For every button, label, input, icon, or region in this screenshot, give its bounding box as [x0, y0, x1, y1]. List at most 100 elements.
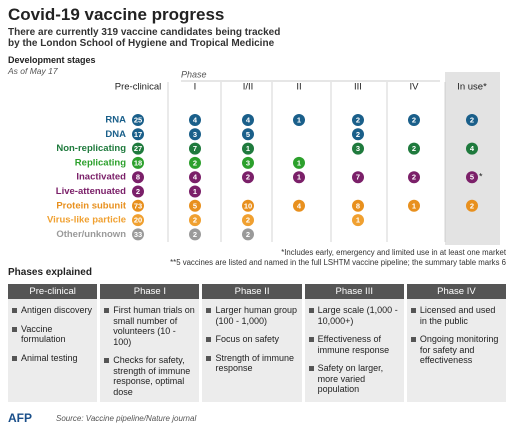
count-circle	[189, 185, 201, 198]
count-circle	[408, 199, 420, 212]
row-label: Live-attenuated	[56, 186, 126, 197]
count-circle	[189, 171, 201, 184]
phase-header: Phase I	[100, 284, 200, 299]
count-value: 2	[246, 173, 250, 182]
count-circle	[132, 142, 144, 155]
count-value: 1	[356, 216, 360, 225]
phase-item: Large scale (1,000 - 10,000+)	[308, 305, 400, 326]
count-circle	[132, 156, 144, 169]
count-value: 4	[193, 173, 198, 182]
row-label: Inactivated	[76, 172, 126, 183]
count-value: 20	[134, 216, 142, 225]
count-circle	[189, 199, 201, 212]
count-value: 2	[412, 115, 416, 124]
footnote: **5 vaccines are listed and named in the…	[170, 258, 506, 267]
subtitle-line: There are currently 319 vaccine candidat…	[8, 27, 281, 38]
row-label: Protein subunit	[56, 200, 127, 211]
count-circle	[242, 142, 254, 155]
count-value: 4	[193, 115, 198, 124]
count-value: 2	[412, 173, 416, 182]
count-value: 1	[412, 201, 416, 210]
count-value: 8	[136, 173, 140, 182]
count-value: 2	[470, 201, 474, 210]
phase-item: Checks for safety, strength of immune re…	[104, 355, 195, 397]
count-circle	[293, 199, 305, 212]
phase-column: Phase II Larger human group (100 - 1,000)…	[202, 284, 302, 402]
count-circle	[132, 171, 144, 184]
count-circle	[466, 199, 478, 212]
count-value: 8	[356, 201, 360, 210]
phase-item: Safety on larger, more varied population	[308, 363, 400, 395]
count-circle	[242, 156, 254, 169]
count-circle	[352, 142, 364, 155]
row-label: RNA	[105, 115, 126, 126]
row-label: Other/unknown	[56, 229, 126, 240]
phase-item: Strength of immune response	[206, 353, 297, 374]
count-value: 17	[134, 130, 142, 139]
count-value: 7	[193, 144, 197, 153]
count-value: 2	[246, 216, 250, 225]
column-header: In use*	[457, 82, 487, 93]
count-circle	[189, 156, 201, 169]
count-circle	[466, 114, 478, 126]
count-circle	[189, 114, 201, 126]
count-value: 2	[470, 115, 474, 124]
count-circle	[466, 142, 478, 155]
count-value: 7	[356, 173, 360, 182]
count-circle	[242, 128, 254, 141]
count-circle	[132, 214, 144, 227]
as-of: As of May 17	[8, 66, 58, 76]
count-circle	[466, 171, 478, 184]
count-circle	[189, 142, 201, 155]
count-circle	[132, 185, 144, 198]
section-label: Development stages	[8, 55, 96, 65]
count-circle	[352, 114, 364, 126]
count-circle	[352, 199, 364, 212]
column-header: Pre-clinical	[115, 82, 161, 93]
count-circle	[293, 156, 305, 169]
count-value: 1	[193, 187, 197, 196]
count-value: 27	[134, 144, 142, 153]
count-circle	[408, 114, 420, 126]
column-header: I/II	[243, 82, 254, 93]
count-circle	[132, 199, 144, 212]
count-value: 5	[470, 173, 474, 182]
count-circle	[352, 128, 364, 141]
count-value: 2	[136, 187, 140, 196]
subtitle-line: by the London School of Hygiene and Trop…	[8, 38, 275, 49]
phase-item: Larger human group (100 - 1,000)	[206, 305, 297, 326]
count-value: 5	[246, 130, 250, 139]
phase-header: Pre-clinical	[8, 284, 98, 299]
phase-item: Focus on safety	[206, 334, 297, 345]
footnote: *Includes early, emergency and limited u…	[281, 248, 507, 257]
count-circle	[132, 228, 144, 241]
column-header: II	[296, 82, 301, 93]
count-circle	[132, 114, 144, 126]
count-circle	[189, 214, 201, 227]
phase-item: Ongoing monitoring for safety and effect…	[410, 334, 502, 366]
phase-item: Vaccine formulation	[12, 324, 93, 345]
count-value: 2	[412, 144, 416, 153]
phase-item: Animal testing	[12, 353, 93, 364]
phases-title: Phases explained	[8, 267, 92, 278]
count-value: 18	[134, 158, 142, 167]
phase-item: First human trials on small number of vo…	[104, 305, 195, 347]
phase-header: Phase IV	[406, 284, 507, 299]
phase-header: Phase III	[304, 284, 404, 299]
count-value: 73	[134, 201, 142, 210]
count-circle	[352, 171, 364, 184]
count-circle	[242, 171, 254, 184]
count-circle	[352, 214, 364, 227]
count-value: 4	[297, 201, 302, 210]
count-value: 1	[297, 173, 301, 182]
count-circle	[189, 228, 201, 241]
count-circle	[408, 142, 420, 155]
row-label: Non-replicating	[56, 143, 126, 154]
count-value: 2	[193, 230, 197, 239]
count-value: 1	[297, 158, 301, 167]
phase-header: Phase II	[202, 284, 302, 299]
phase-column: Phase I First human trials on small numbe…	[100, 284, 200, 402]
phase-column: Phase IV Licensed and used in the public O…	[406, 284, 507, 402]
in-use-highlight	[445, 72, 500, 245]
